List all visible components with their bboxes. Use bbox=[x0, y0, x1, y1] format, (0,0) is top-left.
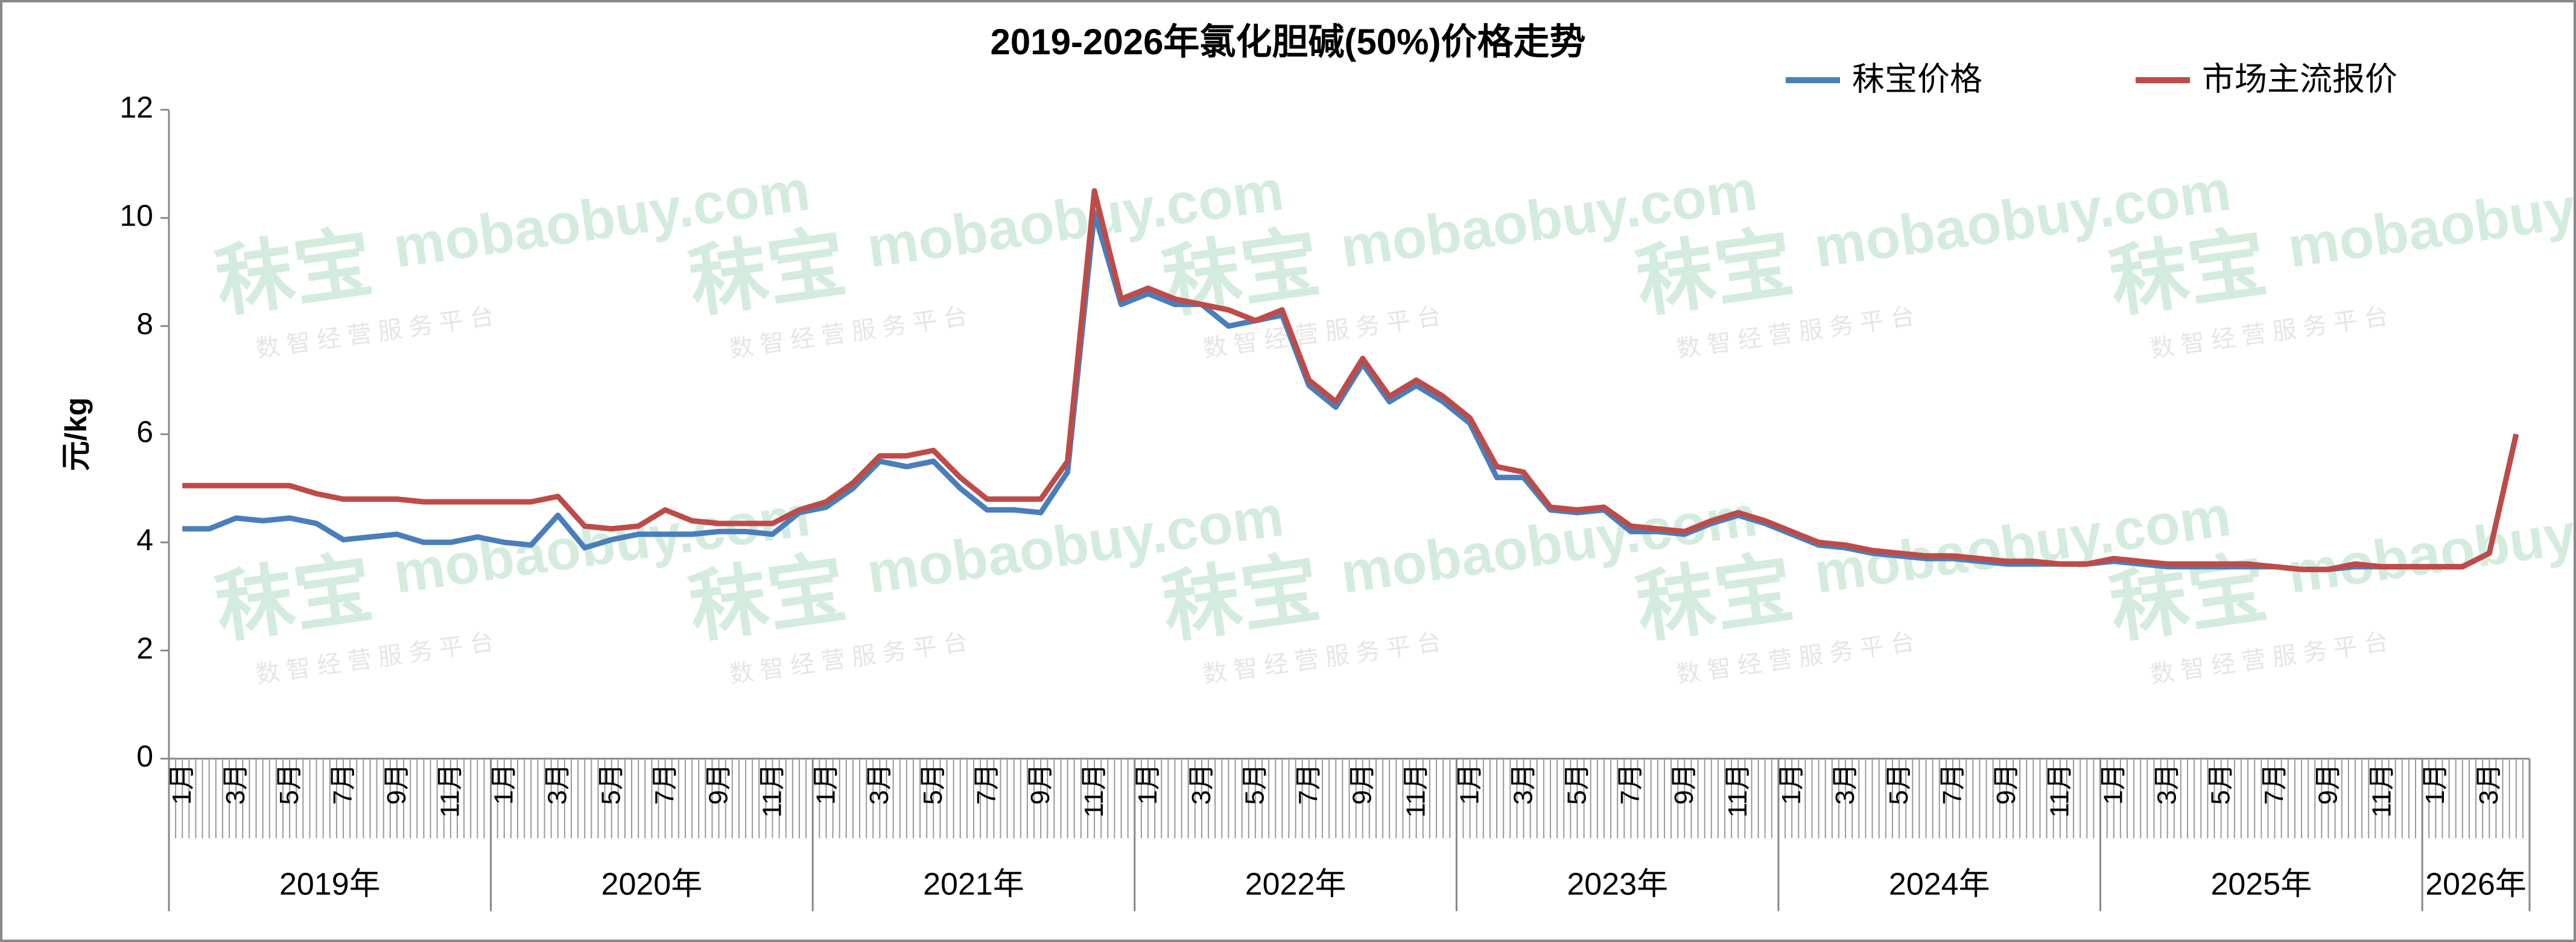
x-tick-label: 1月 bbox=[1777, 763, 1806, 804]
x-tick-label: 11月 bbox=[1401, 763, 1431, 818]
x-tick-label: 5月 bbox=[1562, 763, 1591, 804]
x-tick-label: 5月 bbox=[2206, 763, 2235, 804]
watermark-brand: 秣宝 bbox=[210, 543, 378, 653]
x-tick-label: 3月 bbox=[2474, 763, 2504, 804]
x-tick-label: 3月 bbox=[1187, 763, 1216, 804]
y-tick-label: 10 bbox=[119, 199, 153, 233]
chart-title: 2019-2026年氯化胆碱(50%)价格走势 bbox=[991, 22, 1586, 62]
watermark-brand: 秣宝 bbox=[1631, 543, 1798, 653]
y-tick-label: 2 bbox=[136, 631, 153, 665]
watermark-brand: 秣宝 bbox=[1157, 218, 1325, 327]
watermark-brand: 秣宝 bbox=[684, 543, 851, 653]
x-tick-label: 7月 bbox=[1616, 763, 1645, 804]
y-tick-label: 12 bbox=[119, 90, 153, 124]
x-tick-label: 7月 bbox=[328, 763, 358, 804]
year-label: 2026年 bbox=[2425, 867, 2527, 902]
year-label: 2025年 bbox=[2210, 867, 2312, 902]
x-tick-label: 1月 bbox=[1133, 763, 1163, 804]
x-tick-label: 3月 bbox=[543, 763, 573, 804]
x-tick-label: 3月 bbox=[1830, 763, 1860, 804]
y-tick-label: 8 bbox=[136, 307, 153, 341]
watermark-brand: 秣宝 bbox=[210, 218, 378, 327]
x-tick-label: 3月 bbox=[221, 763, 250, 804]
x-tick-label: 9月 bbox=[1991, 763, 2021, 804]
year-label: 2024年 bbox=[1889, 867, 1990, 902]
x-tick-label: 1月 bbox=[811, 763, 840, 804]
x-tick-label: 9月 bbox=[2313, 763, 2343, 804]
x-tick-label: 11月 bbox=[436, 763, 465, 818]
x-tick-label: 7月 bbox=[972, 763, 1001, 804]
series-line bbox=[182, 188, 2519, 572]
year-label: 2021年 bbox=[923, 867, 1024, 902]
y-tick-label: 0 bbox=[136, 739, 153, 773]
x-tick-label: 7月 bbox=[1294, 763, 1324, 804]
x-tick-label: 7月 bbox=[1938, 763, 1967, 804]
x-tick-label: 9月 bbox=[703, 763, 733, 804]
x-tick-label: 9月 bbox=[1348, 763, 1377, 804]
x-tick-label: 9月 bbox=[382, 763, 411, 804]
x-tick-label: 11月 bbox=[2045, 763, 2075, 818]
year-label: 2022年 bbox=[1245, 867, 1347, 902]
x-tick-label: 11月 bbox=[1079, 763, 1109, 818]
y-tick-label: 6 bbox=[136, 415, 153, 449]
watermark-brand: 秣宝 bbox=[1157, 543, 1325, 653]
watermark-brand: 秣宝 bbox=[1631, 218, 1798, 327]
x-tick-label: 5月 bbox=[1884, 763, 1914, 804]
x-tick-label: 3月 bbox=[1508, 763, 1538, 804]
legend-label: 秣宝价格 bbox=[1852, 61, 1982, 97]
x-tick-label: 11月 bbox=[1723, 763, 1753, 818]
x-tick-label: 5月 bbox=[918, 763, 948, 804]
x-tick-label: 1月 bbox=[167, 763, 197, 804]
x-tick-label: 11月 bbox=[757, 763, 787, 818]
x-tick-label: 7月 bbox=[650, 763, 679, 804]
x-tick-label: 1月 bbox=[489, 763, 519, 804]
x-tick-label: 3月 bbox=[2152, 763, 2182, 804]
year-label: 2020年 bbox=[601, 867, 703, 902]
legend-label: 市场主流报价 bbox=[2202, 61, 2397, 97]
x-tick-label: 3月 bbox=[864, 763, 894, 804]
x-tick-label: 1月 bbox=[1455, 763, 1484, 804]
x-tick-label: 9月 bbox=[1669, 763, 1699, 804]
x-tick-label: 5月 bbox=[274, 763, 304, 804]
x-tick-label: 5月 bbox=[1240, 763, 1270, 804]
year-label: 2023年 bbox=[1567, 867, 1668, 902]
y-tick-label: 4 bbox=[136, 523, 153, 557]
x-tick-label: 1月 bbox=[2420, 763, 2450, 804]
year-label: 2019年 bbox=[279, 867, 381, 902]
x-tick-label: 7月 bbox=[2259, 763, 2289, 804]
y-axis-label: 元/kg bbox=[59, 397, 93, 471]
watermark-brand: 秣宝 bbox=[2104, 218, 2272, 327]
x-tick-label: 1月 bbox=[2099, 763, 2128, 804]
x-tick-label: 5月 bbox=[597, 763, 626, 804]
watermark-brand: 秣宝 bbox=[684, 218, 851, 327]
x-tick-label: 9月 bbox=[1026, 763, 1055, 804]
x-tick-label: 11月 bbox=[2367, 763, 2396, 818]
